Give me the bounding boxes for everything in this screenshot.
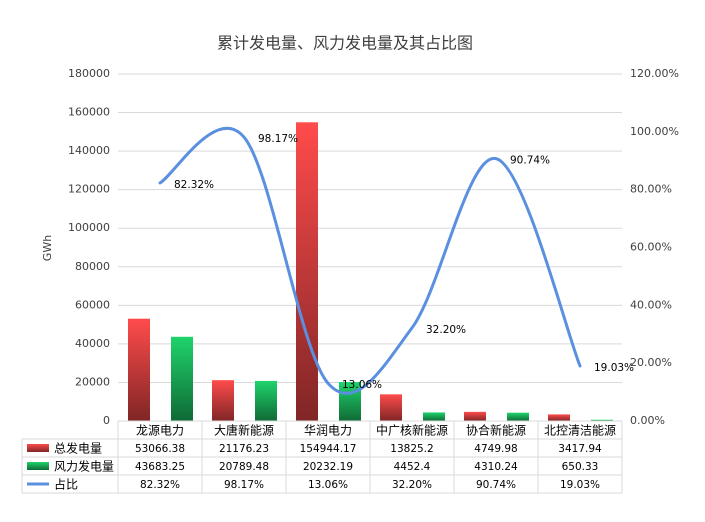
table-cell: 4749.98 (474, 443, 517, 455)
legend-label: 占比 (54, 477, 78, 492)
table-cell: 4310.24 (474, 461, 518, 473)
table-cell: 32.20% (392, 479, 432, 491)
table-cell: 13.06% (308, 479, 348, 491)
chart-title: 累计发电量、风力发电量及其占比图 (217, 34, 473, 53)
legend-label: 总发电量 (54, 441, 102, 456)
bar-shade (212, 380, 234, 421)
x-tick-label: 中广核新能源 (376, 423, 448, 438)
data-label: 82.32% (174, 179, 214, 191)
y-tick-label: 140000 (68, 144, 110, 157)
table-cell: 20232.19 (303, 461, 353, 473)
data-label: 13.06% (342, 379, 382, 391)
table-cell: 21176.23 (219, 443, 269, 455)
y-axis-label: GWh (41, 235, 54, 261)
legend-label: 风力发电量 (54, 459, 114, 474)
bar-shade (464, 411, 486, 421)
y2-tick-label: 100.00% (630, 125, 679, 138)
y-tick-label: 160000 (68, 106, 110, 119)
y-tick-label: 100000 (68, 221, 110, 234)
data-label: 19.03% (594, 362, 634, 374)
bar-shade (255, 380, 277, 421)
table-cell: 13825.2 (390, 443, 433, 455)
bar-shade (380, 394, 402, 421)
x-tick-label: 北控清洁能源 (544, 424, 616, 438)
y-tick-label: 80000 (75, 260, 110, 273)
table-cell: 650.33 (562, 461, 599, 473)
y-tick-label: 20000 (75, 375, 110, 388)
table-cell: 3417.94 (558, 443, 602, 455)
data-label: 98.17% (258, 133, 298, 145)
y2-tick-label: 0.00% (630, 414, 665, 427)
y2-tick-label: 60.00% (630, 241, 672, 254)
legend-key-shade (27, 444, 49, 452)
bar-shade (296, 122, 318, 422)
table-cell: 43683.25 (135, 461, 185, 473)
line (158, 126, 582, 395)
bar-shade (507, 412, 529, 421)
y-tick-label: 180000 (68, 67, 110, 80)
data-label: 32.20% (426, 324, 466, 336)
bar-shade (171, 336, 193, 421)
table-cell: 98.17% (224, 479, 264, 491)
table-cell: 4452.4 (394, 461, 431, 473)
table-cell: 90.74% (476, 479, 516, 491)
table-cell: 82.32% (140, 479, 180, 491)
y-tick-label: 60000 (75, 298, 110, 311)
table-cell: 53066.38 (135, 443, 185, 455)
table-cell: 20789.48 (219, 461, 269, 473)
x-tick-label: 协合新能源 (466, 423, 526, 438)
bar-shade (128, 318, 150, 421)
x-tick-label: 华润电力 (304, 424, 352, 438)
y-tick-label: 120000 (68, 183, 110, 196)
bar-shade (548, 414, 570, 421)
x-tick-label: 龙源电力 (136, 424, 184, 438)
data-label: 90.74% (510, 155, 550, 167)
y2-tick-label: 80.00% (630, 183, 672, 196)
y2-tick-label: 20.00% (630, 356, 672, 369)
bar-shade (423, 412, 445, 421)
table-cell: 19.03% (560, 479, 600, 491)
y2-tick-label: 40.00% (630, 298, 672, 311)
y-tick-label: 40000 (75, 337, 110, 350)
legend-key-shade (27, 462, 49, 470)
table-cell: 154944.17 (300, 443, 357, 455)
bar-shade (591, 419, 613, 421)
x-tick-label: 大唐新能源 (214, 423, 274, 438)
y2-tick-label: 120.00% (630, 67, 679, 80)
y-tick-label: 0 (103, 414, 110, 427)
